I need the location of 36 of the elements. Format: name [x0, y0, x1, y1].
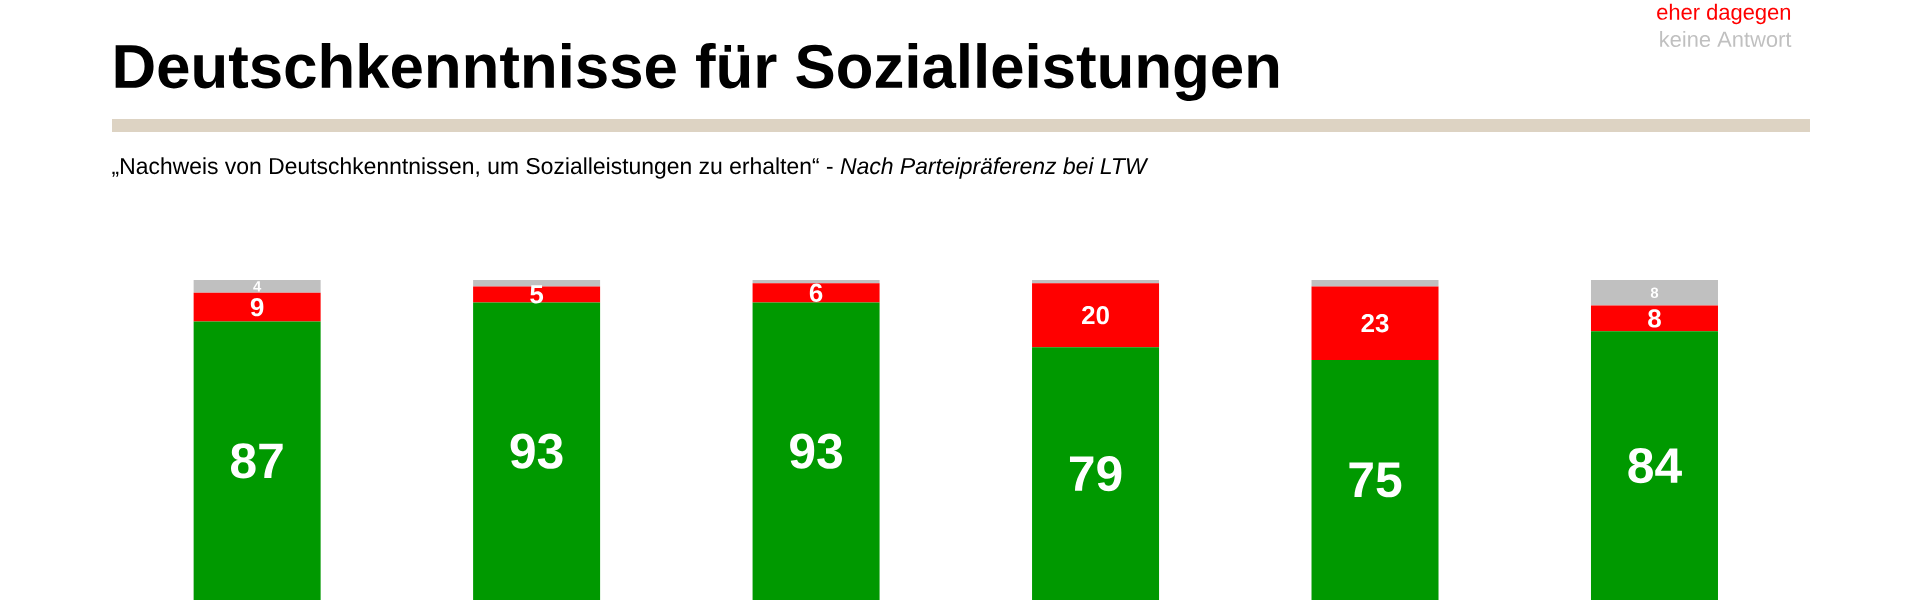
bar — [193, 279, 321, 293]
bar — [752, 279, 880, 284]
data-label: 75 — [1349, 462, 1402, 498]
bar — [1311, 359, 1439, 600]
bar — [1311, 279, 1439, 287]
chart-subtitle: „Nachweis von Deutschkenntnissen, um Sozialleistungen zu erhalten“ - Nach Parteipräferenz bei LTW — [112, 157, 1149, 179]
bar — [1590, 331, 1718, 600]
bar — [193, 292, 321, 322]
data-label: 5 — [530, 285, 544, 304]
bar — [752, 283, 880, 303]
data-label: 4 — [253, 281, 262, 292]
chart-title: Deutschkenntnisse für Sozialleistungen — [115, 43, 1279, 101]
bar — [473, 286, 601, 303]
data-label: 8 — [1650, 287, 1659, 299]
data-label: 79 — [1069, 455, 1122, 492]
data-label: 84 — [1628, 447, 1682, 484]
data-label: 6 — [809, 283, 823, 302]
bar — [752, 302, 880, 600]
bar — [1590, 305, 1718, 332]
bar — [473, 279, 601, 287]
data-label: 87 — [231, 443, 283, 479]
bar — [1032, 283, 1160, 348]
data-label: 93 — [510, 433, 563, 469]
text: eher dagegen — [1657, 3, 1791, 25]
data-label: 23 — [1361, 313, 1389, 333]
bar — [473, 302, 601, 600]
bar — [193, 321, 321, 600]
text: keine Antwort — [1660, 30, 1792, 48]
data-label: 20 — [1082, 306, 1109, 325]
data-label: 9 — [250, 298, 264, 317]
bar — [1590, 279, 1718, 306]
data-label: 93 — [790, 433, 842, 469]
bar — [1311, 286, 1439, 360]
data-label: 8 — [1648, 309, 1661, 328]
bar — [1032, 279, 1160, 284]
bar — [1032, 347, 1160, 600]
